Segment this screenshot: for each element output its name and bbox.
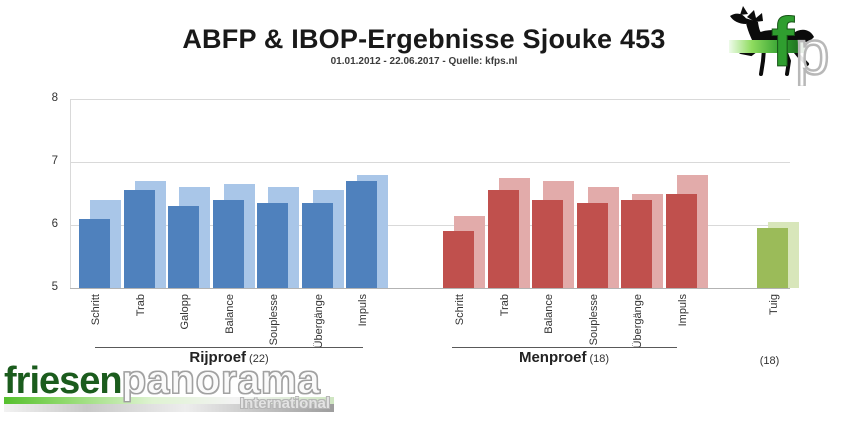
bar-front-rijproef-schritt <box>79 218 110 288</box>
category-label-tuig: Tuig <box>768 294 780 315</box>
category-label-balance: Balance <box>223 294 236 334</box>
group-label-tuig: (18) <box>757 351 780 369</box>
logo-green-band <box>4 397 334 404</box>
kfp-logo: f p <box>727 3 845 89</box>
page-title: ABFP & IBOP-Ergebnisse Sjouke 453 <box>182 24 666 54</box>
logo-wordmark: friesen panorama <box>4 358 321 403</box>
category-label-schritt: Schritt <box>90 294 102 326</box>
group-name: Rijproef <box>189 349 247 366</box>
y-tick-label-7: 7 <box>51 155 58 167</box>
bar-front-rijproef-souplesse <box>257 202 288 288</box>
bar-front-rijproef-übergänge <box>301 202 333 288</box>
group-line-menproef <box>452 347 677 348</box>
bar-front-menproef-impuls <box>665 193 697 288</box>
y-axis-line <box>70 99 71 288</box>
category-label-schritt: Schritt <box>454 294 466 326</box>
bar-front-menproef-trab <box>487 190 519 288</box>
group-label-rijproef: Rijproef (22) <box>189 349 268 367</box>
logo-text-panorama: panorama <box>121 358 321 403</box>
gridline-6 <box>70 225 790 226</box>
chart-plot-area <box>70 99 799 289</box>
gridline-7 <box>70 162 790 163</box>
y-tick-label-5: 5 <box>51 281 58 293</box>
bar-front-rijproef-impuls <box>346 180 377 288</box>
bar-front-menproef-übergänge <box>621 199 652 288</box>
group-label-menproef: Menproef (18) <box>519 349 609 367</box>
bar-front-menproef-balance <box>532 199 563 288</box>
category-label-impuls: Impuls <box>357 294 369 327</box>
logo-tagline: International <box>239 395 330 412</box>
category-label-impuls: Impuls <box>676 294 689 327</box>
bar-front-rijproef-trab <box>123 190 155 288</box>
friesenpanorama-logo: friesen panorama International <box>4 358 336 422</box>
svg-text:p: p <box>795 19 829 86</box>
category-label-trab: Trab <box>134 294 147 317</box>
group-name: Menproef <box>518 349 587 366</box>
svg-text:f: f <box>771 4 795 81</box>
category-label-trab: Trab <box>498 294 511 317</box>
chart-header: ABFP & IBOP-Ergebnisse Sjouke 453 01.01.… <box>0 24 848 67</box>
gridline-8 <box>70 99 790 100</box>
logo-gray-band <box>4 404 334 412</box>
group-count: (22) <box>249 353 269 365</box>
bar-front-menproef-schritt <box>443 231 474 288</box>
chart-subtitle: 01.01.2012 - 22.06.2017 - Quelle: kfps.n… <box>330 56 518 67</box>
bar-front-tuig-tuig <box>757 228 788 288</box>
logo-text-friesen: friesen <box>4 360 123 402</box>
group-line-rijproef <box>95 347 363 348</box>
bar-front-rijproef-balance <box>212 199 244 288</box>
category-label-galopp: Galopp <box>179 294 191 330</box>
bar-front-rijproef-galopp <box>168 206 199 288</box>
bar-front-menproef-souplesse <box>576 202 608 288</box>
group-count: (18) <box>589 353 610 365</box>
group-count: (18) <box>759 355 780 367</box>
category-label-balance: Balance <box>543 294 555 334</box>
category-label-souplesse: Souplesse <box>268 294 280 346</box>
category-label-übergänge: Übergänge <box>632 294 644 349</box>
y-tick-label-6: 6 <box>51 218 58 230</box>
x-axis-line <box>70 288 790 289</box>
y-tick-label-8: 8 <box>51 92 58 104</box>
horse-icon: f p <box>729 3 831 89</box>
category-label-souplesse: Souplesse <box>587 294 600 346</box>
category-label-übergänge: Übergänge <box>312 294 325 349</box>
